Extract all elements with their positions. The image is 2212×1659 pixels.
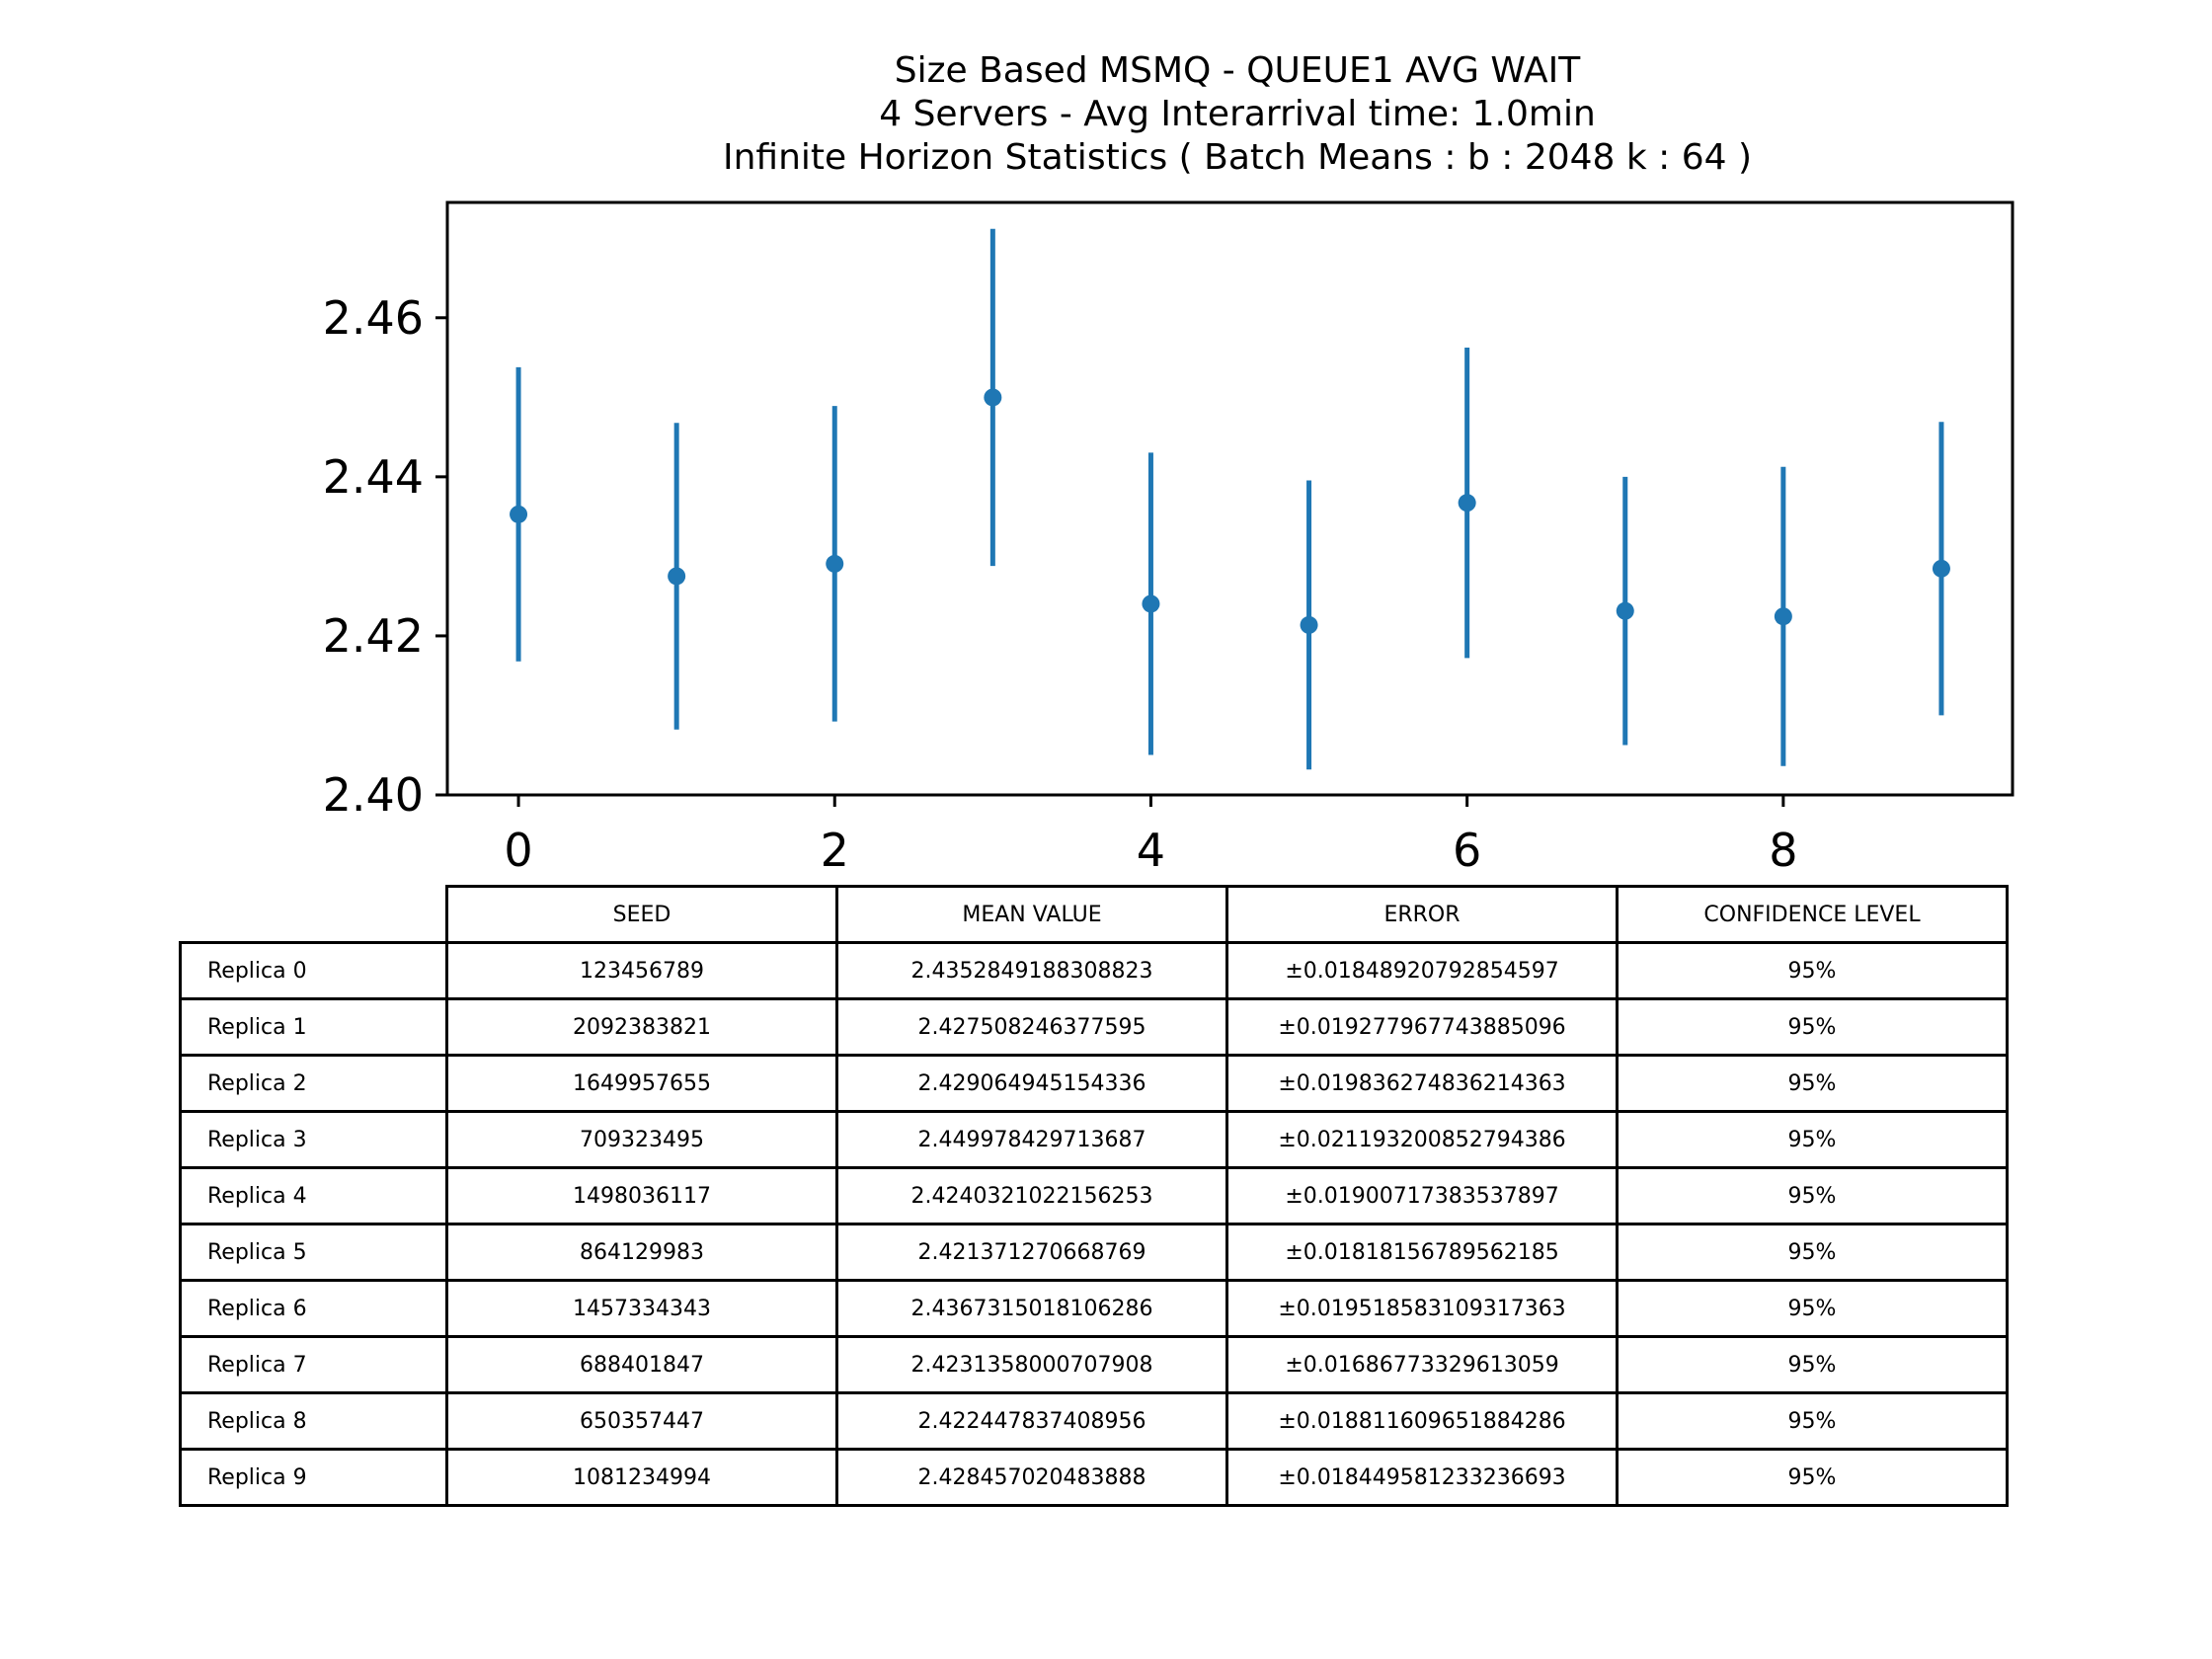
table-row: Replica 7 688401847 2.4231358000707908 ±0.0… <box>179 1335 2009 1394</box>
results-table: SEED MEAN VALUE ERROR CONFIDENCE LEVEL R… <box>179 885 2009 1507</box>
row-label-cell: Replica 5 <box>179 1223 448 1282</box>
series-queue1-avg-wait <box>510 228 1950 770</box>
x-tick-label: 4 <box>1137 824 1165 877</box>
row-label-cell: Replica 6 <box>179 1279 448 1338</box>
row-label-cell: Replica 4 <box>179 1166 448 1225</box>
confidence-level-cell: 95% <box>1616 1166 2009 1225</box>
data-point <box>1616 601 1634 620</box>
data-point <box>1142 594 1160 613</box>
confidence-level-cell: 95% <box>1616 1223 2009 1282</box>
table-row: Replica 4 1498036117 2.4240321022156253 ±0.… <box>179 1166 2009 1225</box>
y-tick-label: 2.40 <box>323 768 424 822</box>
data-point <box>826 554 844 573</box>
chart-title-line-2: 4 Servers - Avg Interarrival time: 1.0mi… <box>879 94 1596 134</box>
seed-cell: 864129983 <box>445 1223 838 1282</box>
y-tick-label: 2.44 <box>323 450 424 504</box>
header-mean-value: MEAN VALUE <box>835 885 1228 944</box>
row-label-cell: Replica 0 <box>179 941 448 1000</box>
table-row: Replica 0 123456789 2.4352849188308823 ±0.0… <box>179 941 2009 1000</box>
seed-cell: 2092383821 <box>445 997 838 1057</box>
row-label-cell: Replica 8 <box>179 1391 448 1451</box>
confidence-level-cell: 95% <box>1616 1448 2009 1507</box>
error-cell: ±0.01900717383537897 <box>1225 1166 1619 1225</box>
mean-value-cell: 2.4367315018106286 <box>835 1279 1228 1338</box>
row-label-cell: Replica 2 <box>179 1054 448 1113</box>
error-cell: ±0.018811609651884286 <box>1225 1391 1619 1451</box>
x-tick-label: 8 <box>1769 824 1797 877</box>
data-point <box>1932 559 1950 578</box>
x-tick-label: 0 <box>504 824 532 877</box>
mean-value-cell: 2.428457020483888 <box>835 1448 1228 1507</box>
error-cell: ±0.01686773329613059 <box>1225 1335 1619 1394</box>
error-cell: ±0.019836274836214363 <box>1225 1054 1619 1113</box>
mean-value-cell: 2.421371270668769 <box>835 1223 1228 1282</box>
seed-cell: 123456789 <box>445 941 838 1000</box>
header-error: ERROR <box>1225 885 1619 944</box>
x-axis: 0 2 4 6 8 <box>504 795 1797 877</box>
y-tick-label: 2.46 <box>323 291 424 345</box>
seed-cell: 1498036117 <box>445 1166 838 1225</box>
chart-title-line-1: Size Based MSMQ - QUEUE1 AVG WAIT <box>895 50 1582 91</box>
table-row: Replica 9 1081234994 2.428457020483888 ±0.0… <box>179 1448 2009 1507</box>
error-cell: ±0.019277967743885096 <box>1225 997 1619 1057</box>
confidence-level-cell: 95% <box>1616 941 2009 1000</box>
row-label-cell: Replica 7 <box>179 1335 448 1394</box>
seed-cell: 688401847 <box>445 1335 838 1394</box>
x-tick-label: 2 <box>821 824 849 877</box>
confidence-level-cell: 95% <box>1616 997 2009 1057</box>
row-label-cell: Replica 9 <box>179 1448 448 1507</box>
error-cell: ±0.019518583109317363 <box>1225 1279 1619 1338</box>
header-seed: SEED <box>445 885 838 944</box>
table-row: Replica 8 650357447 2.422447837408956 ±0.01… <box>179 1391 2009 1451</box>
seed-cell: 1457334343 <box>445 1279 838 1338</box>
confidence-level-cell: 95% <box>1616 1110 2009 1169</box>
errorbar-chart: Size Based MSMQ - QUEUE1 AVG WAIT 4 Serv… <box>323 50 2014 877</box>
seed-cell: 1081234994 <box>445 1448 838 1507</box>
seed-cell: 709323495 <box>445 1110 838 1169</box>
confidence-level-cell: 95% <box>1616 1054 2009 1113</box>
mean-value-cell: 2.4240321022156253 <box>835 1166 1228 1225</box>
error-cell: ±0.018449581233236693 <box>1225 1448 1619 1507</box>
table-row: Replica 6 1457334343 2.4367315018106286 ±0.… <box>179 1279 2009 1338</box>
data-point <box>1458 494 1476 513</box>
mean-value-cell: 2.4231358000707908 <box>835 1335 1228 1394</box>
confidence-level-cell: 95% <box>1616 1391 2009 1451</box>
table-row: Replica 5 864129983 2.421371270668769 ±0.01… <box>179 1223 2009 1282</box>
data-point <box>1300 615 1318 634</box>
mean-value-cell: 2.429064945154336 <box>835 1054 1228 1113</box>
mean-value-cell: 2.4352849188308823 <box>835 941 1228 1000</box>
header-confidence-level: CONFIDENCE LEVEL <box>1616 885 2009 944</box>
chart-title: Size Based MSMQ - QUEUE1 AVG WAIT 4 Serv… <box>723 50 1752 178</box>
x-tick-label: 6 <box>1453 824 1481 877</box>
mean-value-cell: 2.427508246377595 <box>835 997 1228 1057</box>
plot-frame <box>445 200 2014 797</box>
confidence-level-cell: 95% <box>1616 1335 2009 1394</box>
seed-cell: 1649957655 <box>445 1054 838 1113</box>
data-point <box>668 567 686 586</box>
data-point <box>510 505 528 523</box>
mean-value-cell: 2.422447837408956 <box>835 1391 1228 1451</box>
table-row: Replica 2 1649957655 2.429064945154336 ±0.0… <box>179 1054 2009 1113</box>
row-label-cell: Replica 3 <box>179 1110 448 1169</box>
error-cell: ±0.01848920792854597 <box>1225 941 1619 1000</box>
seed-cell: 650357447 <box>445 1391 838 1451</box>
table-row: Replica 1 2092383821 2.427508246377595 ±0.0… <box>179 997 2009 1057</box>
error-cell: ±0.01818156789562185 <box>1225 1223 1619 1282</box>
chart-title-line-3: Infinite Horizon Statistics ( Batch Mean… <box>723 137 1752 178</box>
error-cell: ±0.021193200852794386 <box>1225 1110 1619 1169</box>
mean-value-cell: 2.449978429713687 <box>835 1110 1228 1169</box>
y-axis: 2.40 2.42 2.44 2.46 <box>323 291 447 822</box>
table-corner-cell <box>181 887 447 943</box>
confidence-level-cell: 95% <box>1616 1279 2009 1338</box>
row-label-cell: Replica 1 <box>179 997 448 1057</box>
table-row: Replica 3 709323495 2.449978429713687 ±0.02… <box>179 1110 2009 1169</box>
y-tick-label: 2.42 <box>323 609 424 663</box>
data-point <box>1774 607 1792 626</box>
data-point <box>984 388 1002 407</box>
table-header-row: SEED MEAN VALUE ERROR CONFIDENCE LEVEL <box>181 885 2009 944</box>
